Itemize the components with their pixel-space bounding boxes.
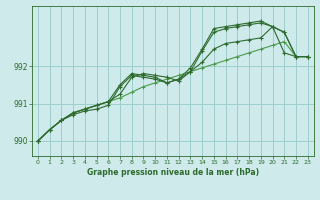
X-axis label: Graphe pression niveau de la mer (hPa): Graphe pression niveau de la mer (hPa)	[87, 168, 259, 177]
